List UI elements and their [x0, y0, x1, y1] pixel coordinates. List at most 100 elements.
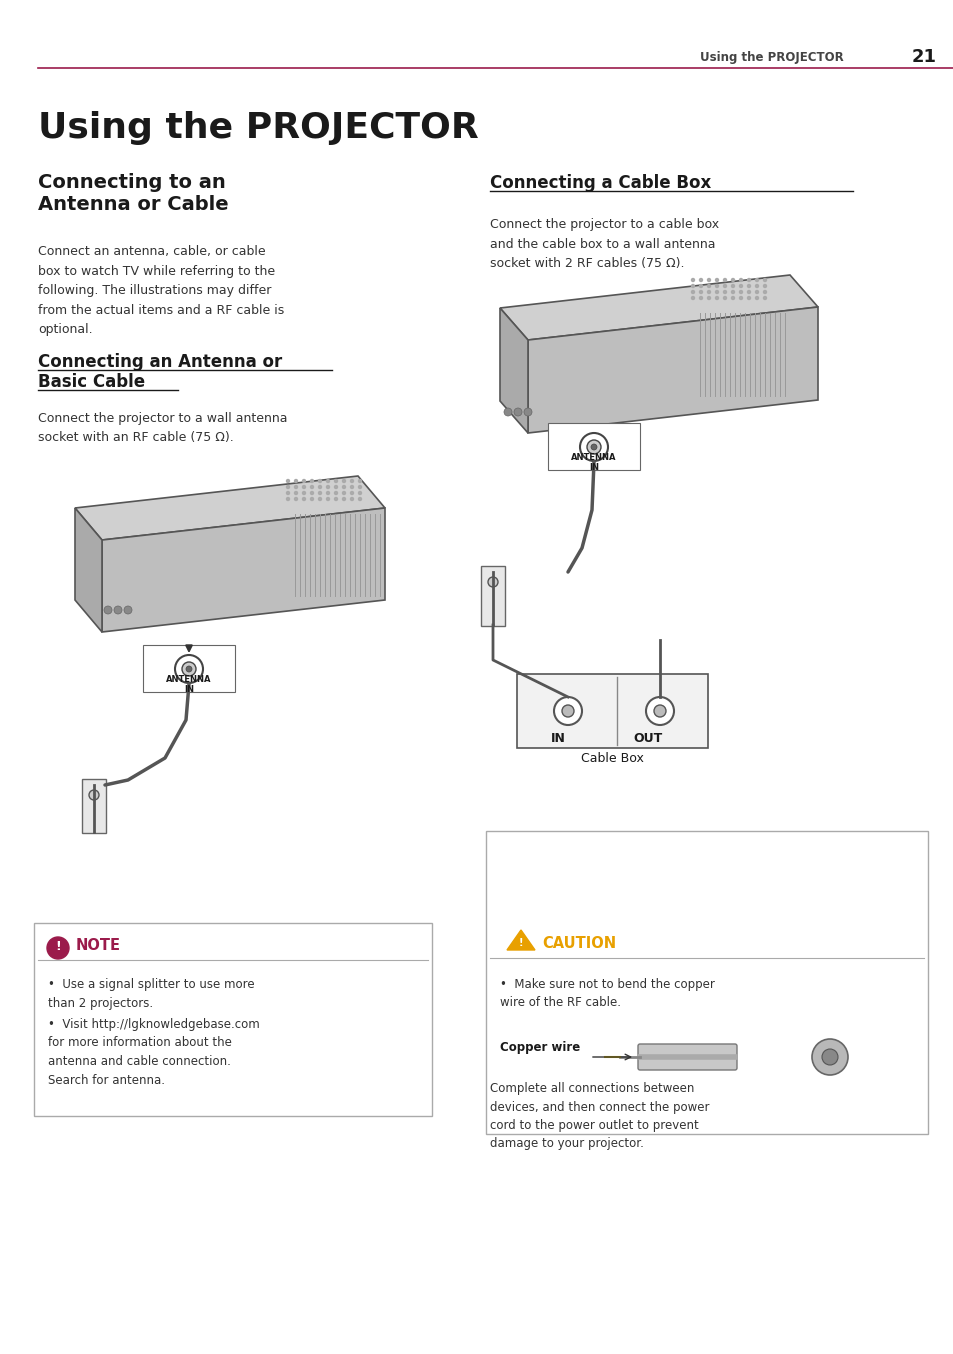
Circle shape [186, 666, 192, 672]
Circle shape [310, 492, 314, 494]
Circle shape [342, 497, 345, 501]
Circle shape [310, 479, 314, 482]
Circle shape [715, 284, 718, 287]
Polygon shape [506, 930, 535, 951]
Circle shape [335, 486, 337, 489]
Circle shape [762, 284, 765, 287]
Circle shape [286, 492, 289, 494]
Circle shape [350, 479, 354, 482]
Circle shape [174, 655, 203, 682]
Text: !: ! [55, 940, 61, 952]
Text: Cable Box: Cable Box [580, 751, 642, 765]
Circle shape [342, 479, 345, 482]
Text: !: ! [518, 938, 522, 948]
Circle shape [350, 492, 354, 494]
Circle shape [755, 279, 758, 282]
Text: OUT: OUT [633, 733, 662, 745]
Text: •  Visit http://lgknowledgebase.com
for more information about the
antenna and c: • Visit http://lgknowledgebase.com for m… [48, 1018, 259, 1086]
Circle shape [294, 492, 297, 494]
Text: Using the PROJECTOR: Using the PROJECTOR [700, 50, 842, 64]
Circle shape [747, 279, 750, 282]
Text: Connecting an Antenna or: Connecting an Antenna or [38, 353, 282, 371]
FancyBboxPatch shape [480, 566, 504, 626]
Circle shape [318, 492, 321, 494]
Circle shape [358, 492, 361, 494]
Circle shape [715, 291, 718, 294]
FancyBboxPatch shape [485, 831, 927, 1135]
Circle shape [722, 291, 726, 294]
Polygon shape [75, 477, 385, 540]
Text: Basic Cable: Basic Cable [38, 372, 145, 391]
Circle shape [561, 705, 574, 718]
Circle shape [182, 662, 195, 676]
Circle shape [514, 408, 521, 416]
Circle shape [707, 291, 710, 294]
Circle shape [699, 297, 701, 299]
Circle shape [302, 486, 305, 489]
Text: •  Use a signal splitter to use more
than 2 projectors.: • Use a signal splitter to use more than… [48, 978, 254, 1010]
Text: •  Make sure not to bend the copper
wire of the RF cable.: • Make sure not to bend the copper wire … [499, 978, 714, 1010]
Circle shape [747, 291, 750, 294]
Circle shape [318, 486, 321, 489]
Polygon shape [499, 275, 817, 340]
FancyBboxPatch shape [34, 923, 432, 1116]
Circle shape [335, 479, 337, 482]
Circle shape [318, 497, 321, 501]
Text: Antenna or Cable: Antenna or Cable [38, 195, 229, 214]
Circle shape [715, 279, 718, 282]
Circle shape [747, 284, 750, 287]
Circle shape [523, 408, 532, 416]
Text: ANTENNA
IN: ANTENNA IN [571, 454, 616, 473]
Circle shape [294, 486, 297, 489]
Circle shape [739, 291, 741, 294]
Circle shape [739, 279, 741, 282]
Circle shape [350, 497, 354, 501]
Circle shape [755, 297, 758, 299]
Circle shape [310, 497, 314, 501]
Circle shape [89, 789, 99, 800]
Circle shape [326, 497, 329, 501]
Circle shape [286, 497, 289, 501]
Text: ANTENNA
IN: ANTENNA IN [166, 676, 212, 695]
Circle shape [342, 492, 345, 494]
Circle shape [731, 297, 734, 299]
Polygon shape [75, 508, 102, 632]
Polygon shape [499, 307, 527, 433]
Circle shape [762, 297, 765, 299]
Text: Copper wire: Copper wire [499, 1041, 579, 1055]
Circle shape [294, 479, 297, 482]
FancyBboxPatch shape [638, 1044, 737, 1070]
Circle shape [747, 297, 750, 299]
FancyBboxPatch shape [143, 645, 234, 692]
Text: Complete all connections between
devices, and then connect the power
cord to the: Complete all connections between devices… [490, 1082, 709, 1151]
Circle shape [691, 279, 694, 282]
Circle shape [707, 297, 710, 299]
Circle shape [645, 697, 673, 724]
Circle shape [739, 284, 741, 287]
Text: NOTE: NOTE [76, 938, 121, 953]
Circle shape [326, 492, 329, 494]
Circle shape [335, 497, 337, 501]
Circle shape [318, 479, 321, 482]
Circle shape [722, 297, 726, 299]
Text: Connect an antenna, cable, or cable
box to watch TV while referring to the
follo: Connect an antenna, cable, or cable box … [38, 245, 284, 336]
Text: Connect the projector to a cable box
and the cable box to a wall antenna
socket : Connect the projector to a cable box and… [490, 218, 719, 269]
Circle shape [715, 297, 718, 299]
Circle shape [762, 279, 765, 282]
Text: Connecting to an: Connecting to an [38, 173, 226, 192]
Text: Connect the projector to a wall antenna
socket with an RF cable (75 Ω).: Connect the projector to a wall antenna … [38, 412, 287, 444]
Circle shape [691, 291, 694, 294]
Text: IN: IN [550, 733, 565, 745]
Circle shape [310, 486, 314, 489]
Circle shape [722, 279, 726, 282]
Circle shape [488, 577, 497, 588]
Circle shape [294, 497, 297, 501]
Circle shape [286, 479, 289, 482]
Circle shape [699, 284, 701, 287]
Text: 21: 21 [911, 47, 936, 66]
Circle shape [731, 284, 734, 287]
Circle shape [731, 279, 734, 282]
Circle shape [755, 291, 758, 294]
Circle shape [590, 444, 597, 450]
Circle shape [811, 1039, 847, 1075]
